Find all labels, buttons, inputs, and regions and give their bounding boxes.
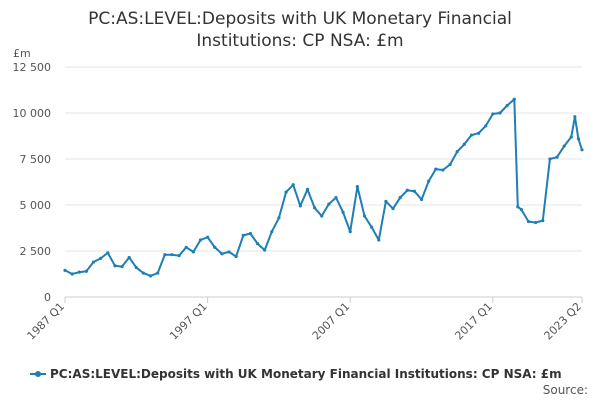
data-point [455,150,459,154]
data-point [220,252,224,256]
y-tick-label: 10 000 [13,107,52,120]
data-point [434,167,438,171]
data-point [248,231,253,236]
data-point [91,260,96,264]
data-point [334,196,338,200]
data-point [63,268,67,272]
data-point [198,238,203,242]
chart-title-line-1: PC:AS:LEVEL:Deposits with UK Monetary Fi… [88,9,512,29]
data-point [70,272,74,276]
data-point [362,214,367,218]
data-point [113,264,117,268]
x-tick-label: 2007 Q1 [310,300,353,343]
y-tick-label: 2 500 [20,245,52,258]
data-point [270,230,274,234]
y-tick-label: 12 500 [13,61,52,74]
data-point [84,269,88,273]
data-point [580,148,584,152]
data-point [163,253,167,257]
data-point [548,157,552,161]
data-point [141,271,146,275]
data-point [405,188,409,192]
data-point [491,112,495,116]
data-point [555,155,559,159]
data-point [477,131,481,135]
data-point [562,144,566,148]
data-point [156,271,160,275]
data-point [370,225,374,229]
data-point [569,135,573,139]
chart-title-line-2: Institutions: CP NSA: £m [196,31,404,51]
x-tick-label: 2023 Q2 [542,300,585,343]
data-point [398,196,402,200]
legend-marker [35,371,41,377]
chart-title: PC:AS:LEVEL:Deposits with UK Monetary Fi… [0,8,600,52]
data-point [227,250,231,254]
data-point [77,270,81,274]
data-point [448,162,452,167]
data-point [519,208,523,212]
data-point [106,251,110,255]
y-tick-label: 0 [44,291,51,304]
data-point [127,255,131,260]
data-point [516,205,520,209]
data-point [576,137,581,141]
data-point [263,248,267,252]
data-point [498,111,502,115]
x-tick-label: 1997 Q1 [167,300,210,343]
data-point [206,235,210,239]
data-point [526,219,531,224]
data-point [99,256,103,260]
data-point [305,187,310,191]
data-point [312,206,317,210]
data-point [148,274,153,278]
data-point [170,253,174,257]
data-point [391,207,395,211]
data-point [441,168,445,172]
data-point [484,124,488,128]
x-tick-label: 1987 Q1 [25,300,68,343]
data-point [541,219,545,223]
data-point [213,245,217,249]
data-point [320,214,324,218]
data-point [327,202,331,206]
data-point [234,254,238,259]
data-point [241,233,245,237]
legend-label: PC:AS:LEVEL:Deposits with UK Monetary Fi… [50,367,562,381]
data-point [534,220,538,225]
source-label: Source: [542,383,588,397]
data-point [505,104,509,108]
data-point [462,142,466,146]
data-point [348,230,352,234]
data-point [191,250,195,254]
data-point [469,133,474,137]
series-line [64,98,583,277]
data-point [284,190,288,194]
x-tick-label: 2017 Q1 [452,300,495,343]
data-point [298,204,302,208]
data-point [355,185,359,189]
data-point [277,216,281,220]
data-point [255,242,260,246]
data-point [573,115,577,119]
data-point [412,189,417,193]
data-point [427,179,431,183]
data-point [184,245,188,249]
data-point [120,265,124,269]
data-point [384,199,388,203]
data-point [341,210,345,214]
y-axis-label: £m [13,47,31,60]
data-point [419,197,424,202]
data-point [512,97,516,101]
data-point [177,254,181,258]
data-point [377,238,381,242]
y-tick-label: 7 500 [20,153,52,166]
data-point [291,183,295,187]
data-point [134,265,138,270]
y-tick-label: 5 000 [20,199,52,212]
